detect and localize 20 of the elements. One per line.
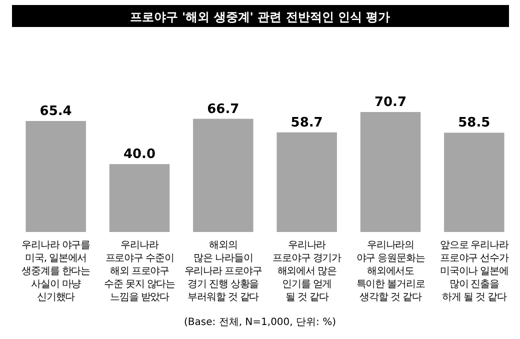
data-label: 65.4	[40, 104, 72, 119]
x-tick-label: 우리나라 야구를 미국, 일본에서 생중계를 한다는 사실이 마냥 신기했다	[22, 240, 91, 303]
bar	[109, 164, 170, 232]
data-label: 40.0	[123, 147, 156, 162]
x-tick-label: 우리나라 프로야구 수준이 해외 프로야구 수준 못지 않다는 느낌을 받았다	[104, 240, 176, 303]
x-tick-label: 우리나라의 야구 응원문화는 해외에서도 특이한 볼거리로 생각할 것 같다	[356, 240, 426, 303]
data-label: 58.7	[290, 115, 323, 130]
bar	[193, 118, 254, 232]
bar	[444, 132, 504, 232]
data-label: 70.7	[374, 95, 407, 110]
x-tick-label: 앞으로 우리나라 프로야구 선수가 미국이나 일본에 많이 진출을 하게 될 것 같다	[440, 240, 509, 303]
data-label: 58.5	[458, 116, 490, 131]
x-tick-label: 해외의 많은 나라들이 우리나라 프로야구 경기 진행 상황을 부러워할 것 같다	[184, 240, 263, 303]
text: (Base: 전체, N=1,000, 단위: %)	[184, 317, 336, 328]
chart-title: 프로야구 '해외 생중계' 관련 전반적인 인식 평가	[130, 10, 390, 24]
x-tick-label: 우리나라 프로야구 경기가 해외에서 많은 인기를 얻게 될 것 같다	[272, 240, 342, 303]
data-label: 66.7	[207, 102, 240, 117]
bar	[360, 112, 421, 232]
bar	[276, 132, 337, 232]
bar	[26, 120, 86, 232]
